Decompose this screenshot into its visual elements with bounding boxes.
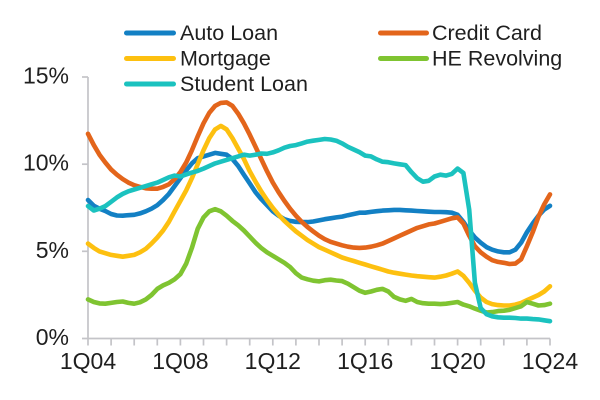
svg-text:1Q04: 1Q04: [60, 348, 116, 374]
svg-text:15%: 15%: [23, 63, 69, 89]
svg-text:10%: 10%: [23, 150, 69, 176]
svg-text:1Q20: 1Q20: [429, 348, 485, 374]
svg-text:1Q24: 1Q24: [522, 348, 578, 374]
svg-text:Student Loan: Student Loan: [180, 72, 308, 96]
svg-text:1Q12: 1Q12: [245, 348, 301, 374]
svg-text:Mortgage: Mortgage: [180, 47, 271, 71]
svg-text:5%: 5%: [36, 237, 69, 263]
svg-text:1Q08: 1Q08: [152, 348, 208, 374]
svg-text:Auto Loan: Auto Loan: [180, 21, 278, 45]
svg-text:HE Revolving: HE Revolving: [432, 47, 562, 71]
svg-text:Credit Card: Credit Card: [432, 21, 542, 45]
svg-text:0%: 0%: [36, 324, 69, 350]
svg-text:1Q16: 1Q16: [337, 348, 393, 374]
